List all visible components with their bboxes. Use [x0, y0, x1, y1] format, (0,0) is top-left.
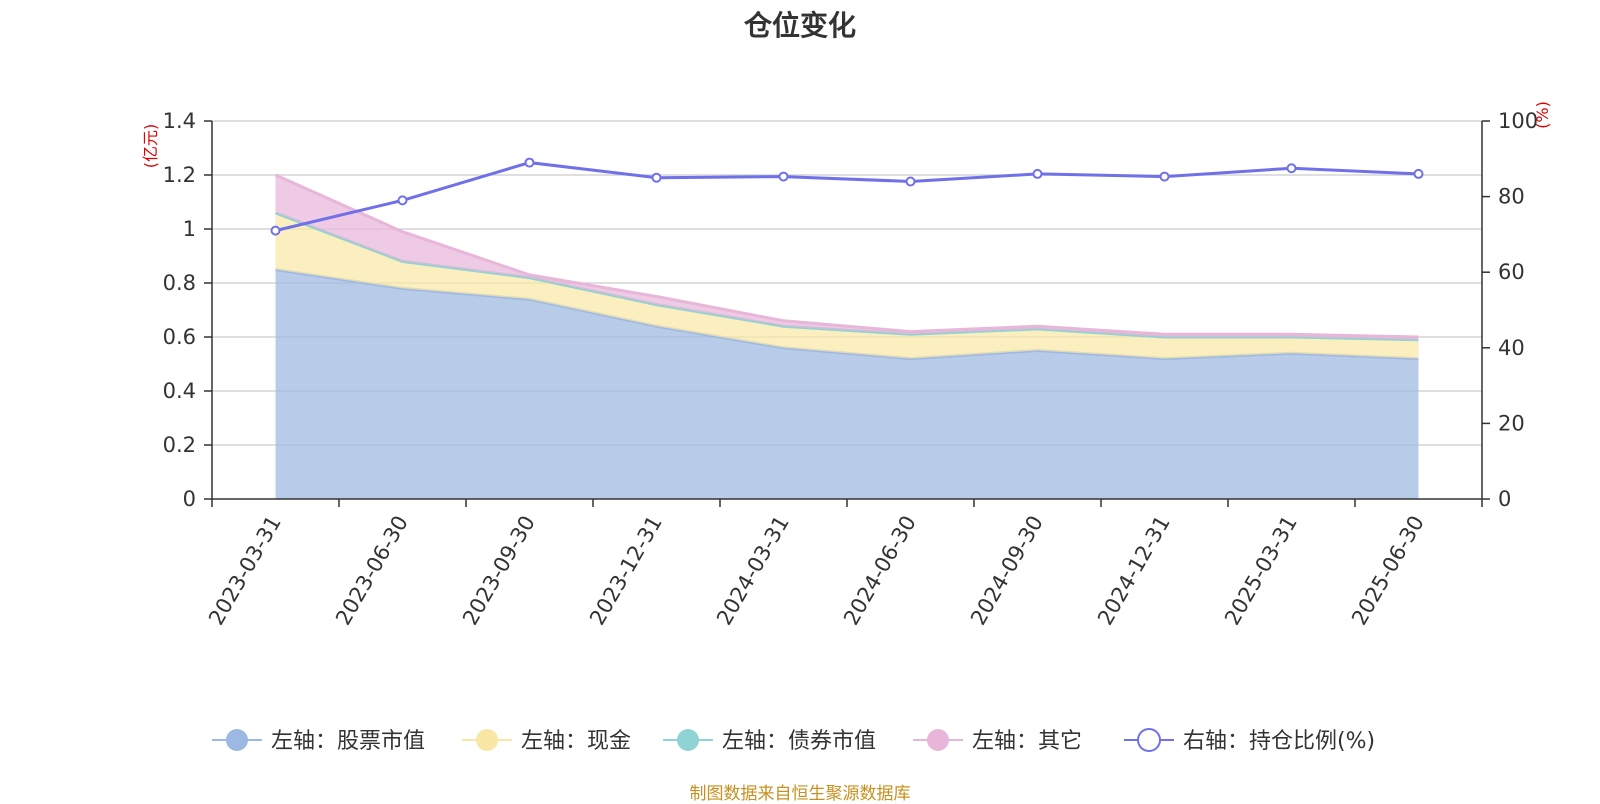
y-right-tick-label: 60 — [1498, 260, 1525, 284]
source-note: 制图数据来自恒生聚源数据库 — [689, 784, 911, 804]
area-1 — [275, 212, 1419, 359]
y-right-tick-label: 100 — [1498, 109, 1538, 133]
y-right-tick-label: 20 — [1498, 411, 1525, 435]
x-tick-label: 2024-06-30 — [839, 512, 921, 630]
y-right-unit: (%) — [1533, 101, 1552, 129]
y-right-tick-label: 40 — [1498, 336, 1525, 360]
y-left-tick-label: 1.2 — [163, 163, 196, 187]
legend-marker-3 — [927, 729, 949, 751]
y-left-tick-label: 0.2 — [163, 433, 196, 457]
x-tick-label: 2023-03-31 — [204, 512, 286, 630]
ratio-line — [275, 161, 1419, 233]
x-tick-label: 2025-03-31 — [1220, 512, 1302, 630]
axis-layer — [204, 120, 1490, 507]
x-tick-label: 2023-12-31 — [585, 512, 667, 630]
ratio-point — [651, 172, 662, 183]
y-right-tick-label: 0 — [1498, 487, 1511, 511]
y-right-tick-label: 80 — [1498, 185, 1525, 209]
legend-marker-4 — [1137, 728, 1161, 752]
ratio-point — [524, 157, 535, 168]
area-edge-3 — [274, 173, 1419, 339]
legend-label-4: 右轴：持仓比例(%) — [1183, 729, 1375, 754]
legend-label-0: 左轴：股票市值 — [271, 729, 425, 754]
y-left-tick-label: 0.6 — [163, 325, 196, 349]
x-tick-label: 2023-09-30 — [458, 512, 540, 630]
ratio-point — [1032, 168, 1043, 179]
y-left-unit: (亿元) — [141, 124, 160, 169]
y-left-tick-label: 0.4 — [163, 379, 196, 403]
x-tick-label: 2023-06-30 — [331, 512, 413, 630]
ratio-point — [778, 171, 789, 182]
area-layer — [274, 173, 1419, 499]
ratio-point — [270, 225, 281, 236]
y-left-tick-label: 1.4 — [163, 109, 196, 133]
x-tick-label: 2024-03-31 — [712, 512, 794, 630]
line-layer — [270, 157, 1424, 236]
legend-label-2: 左轴：债券市值 — [722, 729, 876, 754]
x-tick-label: 2024-12-31 — [1093, 512, 1175, 630]
chart-title: 仓位变化 — [743, 9, 856, 42]
legend-marker-0 — [226, 729, 248, 751]
ratio-point — [1159, 171, 1170, 182]
ratio-point — [905, 176, 916, 187]
y-left-tick-label: 0 — [183, 487, 196, 511]
area-0 — [275, 269, 1419, 499]
y-left-tick-label: 0.8 — [163, 271, 196, 295]
legend-marker-2 — [677, 729, 699, 751]
legend-label-1: 左轴：现金 — [521, 729, 631, 754]
legend: 左轴：股票市值 左轴：现金 左轴：债券市值 左轴：其它 右轴：持仓比例(%) — [212, 728, 1375, 754]
x-tick-label: 2024-09-30 — [966, 512, 1048, 630]
x-tick-label: 2025-06-30 — [1347, 512, 1429, 630]
ratio-point — [1286, 163, 1297, 174]
y-left-tick-label: 1 — [183, 217, 196, 241]
legend-label-3: 左轴：其它 — [972, 729, 1082, 754]
ratio-point — [397, 195, 408, 206]
legend-marker-1 — [476, 729, 498, 751]
ratio-point — [1413, 168, 1424, 179]
